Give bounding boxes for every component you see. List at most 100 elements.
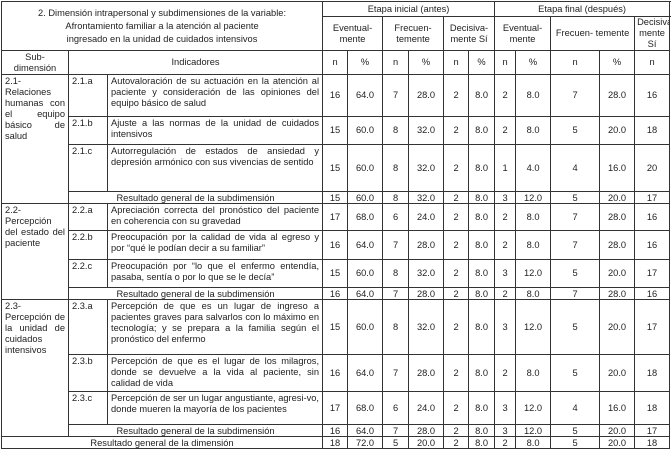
value-cell: 2 [443, 116, 470, 145]
value-cell: 20 [634, 144, 671, 192]
value-cell: 2 [494, 203, 517, 231]
subdimension-result-row: Resultado general de la subdimensión 16 64… [2, 287, 671, 300]
value-cell: 2 [443, 74, 470, 117]
indicator-code: 2.3.b [68, 354, 108, 392]
value-cell: 17 [322, 391, 349, 425]
value-cell: 8.0 [468, 259, 496, 288]
indicator-text: Autorregulación de estados de ansiedad y… [106, 144, 324, 192]
indicator-text: Autovaloración de su actuación en la ate… [106, 74, 324, 117]
indicator-text: Percepción de que es un lugar de ingreso… [106, 299, 324, 355]
value-cell: 16 [634, 230, 671, 260]
value-cell: 16 [322, 74, 349, 117]
value-cell: 2 [494, 230, 517, 260]
value-cell: 64.0 [347, 354, 384, 392]
value-cell: 2 [443, 191, 470, 204]
table-row: 2.1.b Ajuste a las normas de la unidad de… [2, 116, 671, 145]
value-cell: 8.0 [515, 203, 552, 231]
value-cell: 15 [322, 144, 349, 192]
value-cell: 16 [634, 203, 671, 231]
category-header: Decisiva- mente Sí [443, 16, 496, 51]
subdimension-result-row: Resultado general de la subdimensión 15 60… [2, 191, 671, 204]
category-header: Decisiva- mente Sí [634, 16, 671, 51]
value-cell: 8.0 [515, 287, 552, 300]
unit-header: n [443, 50, 470, 75]
value-cell: 3 [494, 299, 517, 355]
value-cell: 28.0 [408, 354, 445, 392]
indicator-text: Preocupación por “lo que el enfermo ente… [106, 259, 324, 288]
table-row: 2.2.c Preocupación por “lo que el enfermo… [2, 259, 671, 288]
value-cell: 8.0 [468, 74, 496, 117]
table-title-line: Afrontamiento familiar a la atención al … [65, 20, 259, 31]
value-cell: 28.0 [599, 230, 636, 260]
unit-header: % [468, 50, 496, 75]
value-cell: 12.0 [515, 299, 552, 355]
indicator-text: Percepción de que es el lugar de los mil… [106, 354, 324, 392]
value-cell: 8.0 [468, 144, 496, 192]
value-cell: 8.0 [468, 287, 496, 300]
value-cell: 28.0 [408, 287, 445, 300]
value-cell: 5 [550, 354, 601, 392]
indicator-text: Percepción de ser un lugar angustiante, … [106, 391, 324, 425]
value-cell: 17 [634, 424, 671, 437]
value-cell: 2 [443, 203, 470, 231]
value-cell: 16 [322, 354, 349, 392]
value-cell: 5 [550, 436, 601, 449]
table-title-line: 2. Dimensión intrapersonal y subdimensio… [37, 7, 287, 18]
value-cell: 2 [443, 354, 470, 392]
value-cell: 16.0 [599, 144, 636, 192]
value-cell: 8.0 [468, 230, 496, 260]
value-cell: 20.0 [599, 424, 636, 437]
dimension-result-row: Resultado general de la dimensión 18 72.0 5… [0, 436, 671, 449]
value-cell: 12.0 [515, 191, 552, 204]
value-cell: 3 [494, 391, 517, 425]
value-cell: 28.0 [408, 424, 445, 437]
table-row: 2.2- Percepción del estado del paciente 2… [1, 203, 671, 300]
subdimension-result-row: Resultado general de la subdimensión 16 64… [2, 424, 671, 437]
value-cell: 8 [382, 259, 410, 288]
table-row: 2.3- Percepción de la unidad de cuidados… [1, 299, 671, 437]
indicator-code: 2.1.c [68, 144, 108, 192]
value-cell: 60.0 [347, 191, 384, 204]
value-cell: 12.0 [515, 391, 552, 425]
value-cell: 32.0 [408, 144, 445, 192]
value-cell: 2 [494, 116, 517, 145]
value-cell: 64.0 [347, 287, 384, 300]
value-cell: 2 [443, 299, 470, 355]
value-cell: 15 [322, 116, 349, 145]
subdimension-cell: 2.2- Percepción del estado del paciente [1, 203, 69, 300]
value-cell: 72.0 [347, 436, 384, 449]
category-header: Frecuen- temente [550, 16, 636, 51]
value-cell: 7 [550, 203, 601, 231]
value-cell: 8.0 [468, 424, 496, 437]
value-cell: 8.0 [515, 436, 552, 449]
value-cell: 5 [550, 424, 601, 437]
value-cell: 7 [382, 424, 410, 437]
unit-header: n [550, 50, 601, 75]
value-cell: 7 [382, 230, 410, 260]
value-cell: 18 [322, 436, 349, 449]
value-cell: 5 [550, 259, 601, 288]
value-cell: 20.0 [599, 259, 636, 288]
value-cell: 5 [550, 191, 601, 204]
value-cell: 60.0 [347, 299, 384, 355]
value-cell: 16 [322, 287, 349, 300]
value-cell: 8.0 [468, 191, 496, 204]
value-cell: 4 [550, 391, 601, 425]
value-cell: 64.0 [347, 74, 384, 117]
table-title: 2. Dimensión intrapersonal y subdimensio… [0, 1, 324, 51]
value-cell: 8.0 [468, 436, 496, 449]
value-cell: 2 [494, 436, 517, 449]
value-cell: 2 [494, 74, 517, 117]
indicator-code: 2.2.a [68, 203, 108, 231]
value-cell: 7 [550, 287, 601, 300]
unit-header: % [408, 50, 445, 75]
value-cell: 3 [494, 424, 517, 437]
category-header: Frecuen- temente [382, 16, 445, 51]
unit-header: % [347, 50, 384, 75]
indicator-text: Apreciación correcta del pronóstico del … [106, 203, 324, 231]
value-cell: 2 [443, 391, 470, 425]
value-cell: 20.0 [599, 191, 636, 204]
value-cell: 2 [443, 436, 470, 449]
unit-header: n [322, 50, 349, 75]
